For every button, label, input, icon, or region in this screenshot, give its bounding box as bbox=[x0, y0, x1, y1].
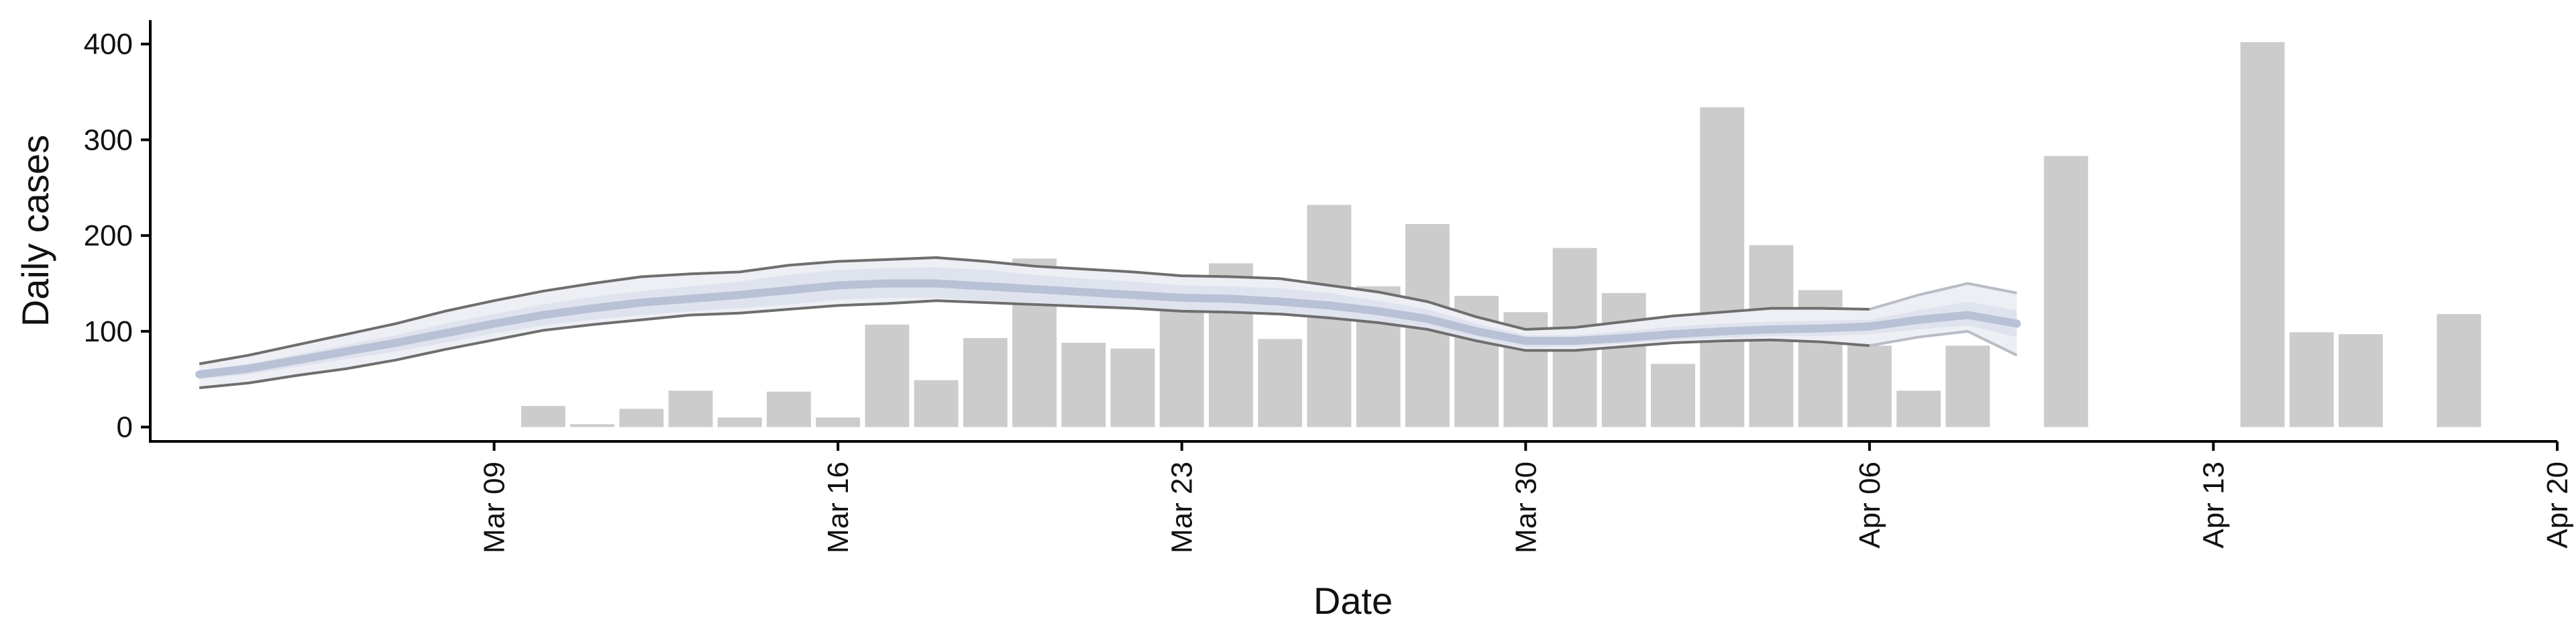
y-tick-label-300: 300 bbox=[84, 123, 133, 156]
bar-2020-04-06 bbox=[1847, 345, 1892, 427]
bar-2020-03-10 bbox=[521, 406, 566, 427]
bar-2020-04-18 bbox=[2436, 314, 2481, 427]
median-estimate-line bbox=[195, 279, 2021, 379]
bar-2020-04-02 bbox=[1651, 364, 1695, 427]
bar-2020-03-13 bbox=[668, 390, 713, 427]
upper-bound-line-forecast bbox=[1869, 282, 2017, 311]
bar-2020-03-14 bbox=[717, 417, 762, 427]
y-tick-label-0: 0 bbox=[117, 411, 133, 444]
y-tick-label-200: 200 bbox=[84, 219, 133, 252]
bar-2020-03-17 bbox=[865, 324, 910, 427]
y-axis-title: Daily cases bbox=[14, 135, 56, 327]
bar-2020-03-25 bbox=[1258, 339, 1303, 427]
bars-layer bbox=[521, 42, 2481, 427]
bar-2020-04-15 bbox=[2289, 332, 2334, 427]
bar-2020-03-11 bbox=[570, 424, 614, 427]
bar-2020-03-12 bbox=[619, 409, 664, 427]
x-tick-label-2020-04-06: Apr 06 bbox=[1854, 462, 1886, 549]
y-tick-label-400: 400 bbox=[84, 28, 133, 61]
bar-2020-03-19 bbox=[963, 337, 1008, 427]
inner-interval-band bbox=[199, 267, 2017, 380]
axes-layer bbox=[149, 20, 2557, 443]
x-tick-label-2020-04-20: Apr 20 bbox=[2541, 462, 2574, 549]
bar-2020-04-07 bbox=[1896, 390, 1941, 427]
lower-bound-line-forecast bbox=[1869, 329, 2018, 357]
x-tick-label-2020-03-09: Mar 09 bbox=[478, 462, 511, 553]
x-tick-label-2020-03-30: Mar 30 bbox=[1509, 462, 1542, 553]
bar-2020-04-14 bbox=[2240, 42, 2285, 427]
bar-2020-04-01 bbox=[1601, 292, 1646, 427]
x-tick-label-2020-04-13: Apr 13 bbox=[2197, 462, 2230, 549]
bar-2020-04-03 bbox=[1700, 107, 1745, 427]
bar-2020-03-23 bbox=[1159, 297, 1204, 427]
x-ticks: Mar 09 Mar 16 Mar 23 Mar 30 Apr 06 Apr 13 Apr … bbox=[478, 441, 2574, 553]
bar-2020-04-10 bbox=[2043, 156, 2088, 427]
y-tick-label-100: 100 bbox=[84, 315, 133, 348]
bar-2020-03-18 bbox=[914, 380, 959, 427]
bar-2020-03-15 bbox=[766, 391, 811, 427]
bar-2020-04-08 bbox=[1945, 345, 1990, 427]
y-ticks: 0 100 200 300 400 bbox=[84, 28, 150, 444]
x-tick-label-2020-03-16: Mar 16 bbox=[822, 462, 855, 553]
x-tick-label-2020-03-23: Mar 23 bbox=[1166, 462, 1199, 553]
bar-2020-03-16 bbox=[816, 417, 861, 427]
bar-2020-03-21 bbox=[1061, 342, 1106, 427]
estimate-band-layer bbox=[195, 256, 2021, 390]
bar-2020-04-16 bbox=[2339, 334, 2383, 427]
upper-bound-line bbox=[199, 256, 1870, 366]
x-axis-title: Date bbox=[1313, 580, 1393, 622]
lower-bound-line bbox=[199, 299, 1870, 390]
bar-2020-03-22 bbox=[1110, 348, 1155, 427]
